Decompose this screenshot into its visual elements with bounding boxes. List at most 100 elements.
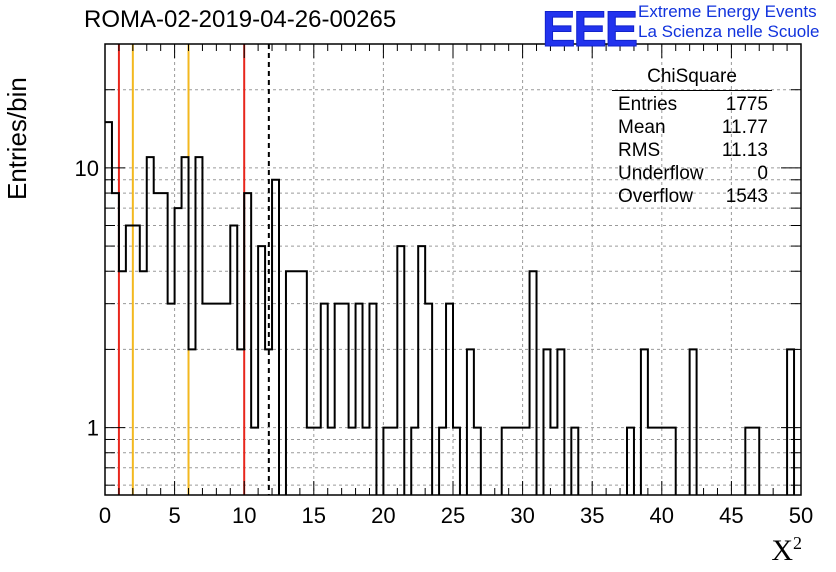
stats-label: RMS <box>618 140 661 161</box>
histogram-bin <box>641 349 648 495</box>
x-tick-label: 25 <box>441 503 465 528</box>
x-tick-label: 0 <box>99 503 111 528</box>
histogram-bin <box>237 349 244 495</box>
x-tick-label: 10 <box>232 503 256 528</box>
histogram-bin <box>474 428 481 495</box>
histogram-bin <box>523 428 530 495</box>
logo-line-1: Extreme Energy Events <box>638 2 817 21</box>
histogram-bin <box>550 428 557 495</box>
histogram-bin <box>300 271 307 495</box>
histogram-bin <box>286 271 293 495</box>
histogram-bin <box>418 246 425 495</box>
histogram-bin <box>314 428 321 495</box>
histogram-bin <box>787 349 794 495</box>
histogram-bin <box>655 428 662 495</box>
histogram-bin <box>627 428 634 495</box>
histogram-bin <box>154 193 161 495</box>
histogram-bin <box>189 349 196 495</box>
histogram-bin <box>161 193 168 495</box>
stats-label: Mean <box>618 117 666 138</box>
histogram-bin <box>690 349 697 495</box>
histogram-bin <box>126 226 133 495</box>
x-tick-label: 20 <box>371 503 395 528</box>
histogram-bin <box>363 428 370 495</box>
histogram-bin <box>390 428 397 495</box>
stats-label: Overflow <box>618 186 693 207</box>
logo-caption: Extreme Energy Events La Scienza nelle S… <box>638 2 819 42</box>
x-tick-label: 40 <box>650 503 674 528</box>
histogram-bin <box>571 428 578 495</box>
histogram-bin <box>195 157 202 495</box>
histogram-bin <box>223 304 230 495</box>
histogram-bin <box>168 304 175 495</box>
x-axis-label-exponent: 2 <box>793 533 802 553</box>
stats-value: 11.77 <box>721 117 768 138</box>
x-axis-label-base: X <box>771 534 793 567</box>
y-tick-label: 1 <box>87 416 99 441</box>
histogram-bin <box>265 349 272 495</box>
histogram-bin <box>251 428 258 495</box>
stats-value: 0 <box>757 163 768 184</box>
x-tick-label: 50 <box>789 503 813 528</box>
histogram-bin <box>669 428 676 495</box>
histogram-bin <box>509 428 516 495</box>
histogram-bin <box>543 349 550 495</box>
histogram-bin <box>244 193 251 495</box>
x-tick-label: 30 <box>510 503 534 528</box>
histogram-bin <box>349 428 356 495</box>
histogram-bin <box>182 157 189 495</box>
histogram-bin <box>335 304 342 495</box>
x-tick-label: 5 <box>168 503 180 528</box>
stats-row-rms: RMS 11.13 <box>612 139 772 162</box>
histogram-bin <box>439 428 446 495</box>
histogram-bin <box>397 246 404 495</box>
y-axis-label: Entries/bin <box>2 77 32 200</box>
logo-line-2: La Scienza nelle Scuole <box>638 22 820 41</box>
stats-row-underflow: Underflow 0 <box>612 162 772 185</box>
stats-row-entries: Entries 1775 <box>612 93 772 116</box>
histogram-bin <box>383 428 390 495</box>
stats-label: Entries <box>618 94 678 115</box>
histogram-bin <box>356 304 363 495</box>
histogram-bin <box>425 304 432 495</box>
histogram-bin <box>293 271 300 495</box>
stats-box-title: ChiSquare <box>612 66 772 91</box>
stats-label: Underflow <box>618 163 704 184</box>
chart-title: ROMA-02-2019-04-26-00265 <box>84 6 397 33</box>
histogram-bin <box>648 428 655 495</box>
histogram-bin <box>467 349 474 495</box>
histogram-bin <box>516 428 523 495</box>
histogram-bin <box>175 208 182 495</box>
histogram-bin <box>453 428 460 495</box>
histogram-bin <box>147 157 154 495</box>
histogram-bin <box>328 428 335 495</box>
histogram-line <box>105 121 796 495</box>
y-tick-label: 10 <box>75 156 99 181</box>
stats-value: 11.13 <box>721 140 768 161</box>
histogram-bin <box>216 304 223 495</box>
histogram-bin <box>272 180 279 495</box>
x-tick-label: 15 <box>302 503 326 528</box>
histogram-bin <box>411 428 418 495</box>
histogram-bin <box>557 349 564 495</box>
histogram-bin <box>209 304 216 495</box>
histogram-bin <box>342 304 349 495</box>
stats-row-overflow: Overflow 1543 <box>612 185 772 208</box>
histogram-bin <box>258 246 265 495</box>
x-axis-label: X2 <box>771 533 802 568</box>
histogram-bin <box>133 226 140 495</box>
x-tick-label: 35 <box>580 503 604 528</box>
histogram-bin <box>140 271 147 495</box>
eee-logo: EEE <box>541 1 638 58</box>
histogram-bin <box>230 226 237 495</box>
stats-row-mean: Mean 11.77 <box>612 116 772 139</box>
histogram-bin <box>662 428 669 495</box>
x-tick-label: 45 <box>719 503 743 528</box>
histogram-bin <box>202 304 209 495</box>
histogram-bin <box>112 193 119 495</box>
histogram-bin <box>446 304 453 495</box>
histogram-bin <box>745 428 752 495</box>
histogram-bin <box>119 271 126 495</box>
histogram-bin <box>307 428 314 495</box>
